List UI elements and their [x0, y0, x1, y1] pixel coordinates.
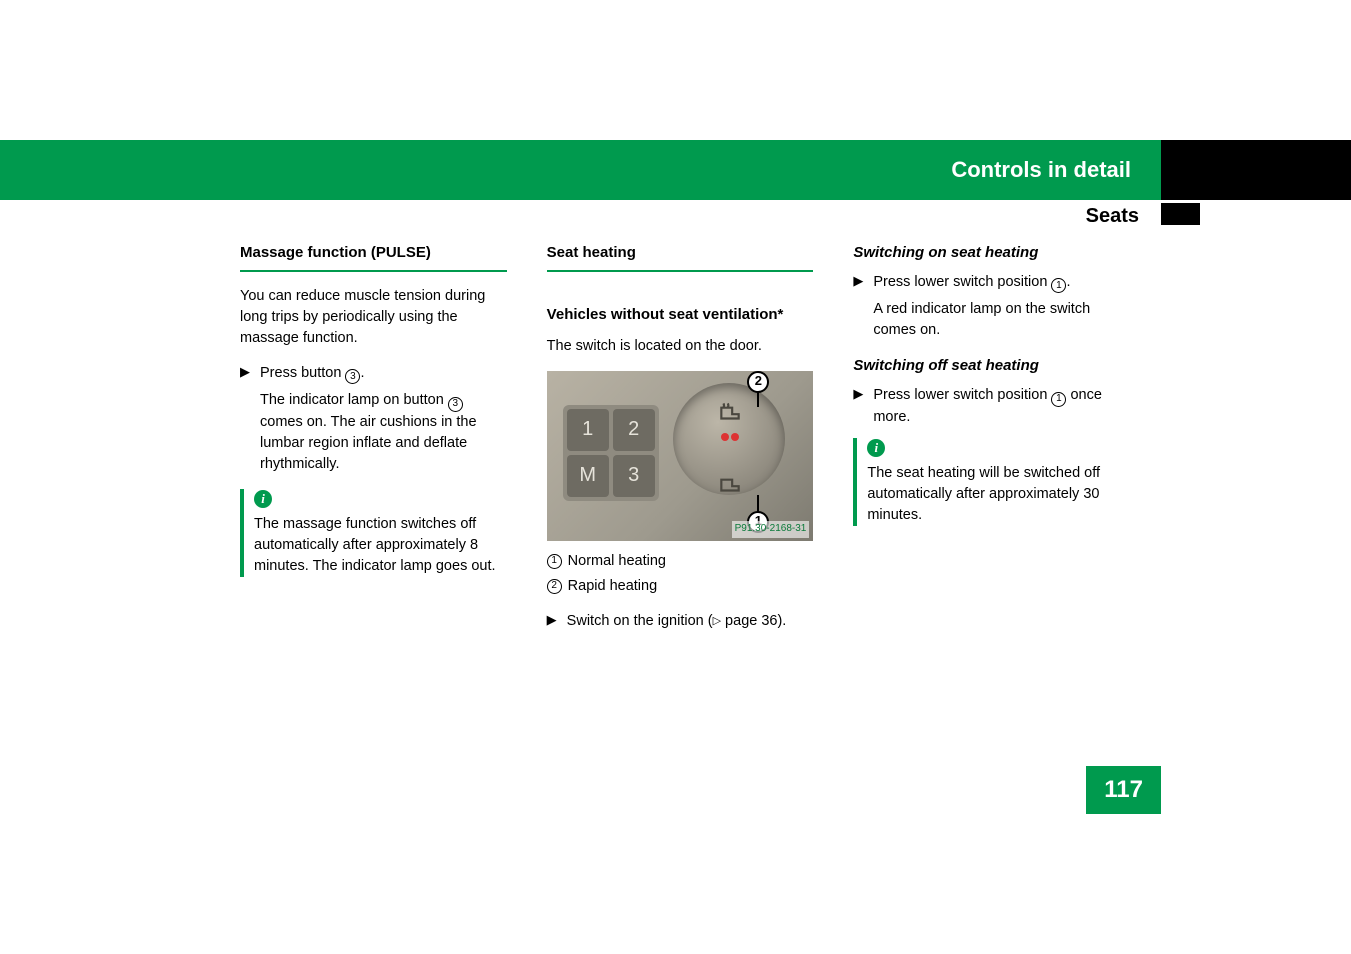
callout-line [757, 495, 759, 513]
memory-btn-2: 2 [613, 409, 655, 451]
col3-info-text: The seat heating will be switched off au… [867, 463, 1120, 526]
figure-callout-2: 2 [747, 371, 769, 393]
header-black-strip [1161, 140, 1351, 200]
chapter-header: Controls in detail [0, 140, 1351, 200]
legend-2-text: Rapid heating [568, 576, 658, 597]
triangle-bullet-icon: ▶ [240, 363, 260, 385]
col2-step-text: Switch on the ignition (▷ page 36). [567, 611, 814, 632]
triangle-bullet-icon: ▶ [853, 385, 873, 428]
circled-1-icon: 1 [1051, 392, 1066, 407]
col1-step-text: Press button 3. [260, 363, 507, 385]
col1-intro: You can reduce muscle tension during lon… [240, 286, 507, 349]
circled-1-icon: 1 [1051, 278, 1066, 293]
memory-btn-m: M [567, 455, 609, 497]
col3-on-step-text: Press lower switch position 1. [873, 272, 1120, 294]
seat-heat-icon-lower [717, 471, 743, 497]
col3-off-step: ▶ Press lower switch position 1 once mor… [853, 385, 1120, 428]
section-black-tab [1161, 203, 1200, 225]
section-subheader-row: Seats [0, 205, 1161, 228]
legend-2: 2 Rapid heating [547, 576, 814, 597]
info-icon: i [254, 490, 272, 508]
text: Press button [260, 365, 345, 381]
col2-title: Seat heating [547, 242, 814, 264]
section-title: Seats [1086, 205, 1149, 228]
col1-title: Massage function (PULSE) [240, 242, 507, 264]
legend-1-text: Normal heating [568, 551, 666, 572]
col1-result: The indicator lamp on button 3 comes on.… [260, 390, 507, 475]
col3-on-result: A red indicator lamp on the switch comes… [873, 299, 1120, 341]
circled-1-icon: 1 [547, 554, 562, 569]
content-columns: Massage function (PULSE) You can reduce … [240, 242, 1120, 638]
triangle-bullet-icon: ▶ [547, 611, 567, 632]
legend-1: 1 Normal heating [547, 551, 814, 572]
column-3: Switching on seat heating ▶ Press lower … [853, 242, 1120, 638]
text: Press lower switch position [873, 387, 1051, 403]
col2-sub1-text: The switch is located on the door. [547, 336, 814, 357]
figure-ref-label: P91.30-2168-31 [732, 521, 810, 538]
divider [240, 270, 507, 272]
triangle-bullet-icon: ▶ [853, 272, 873, 294]
col1-info-note: i The massage function switches off auto… [240, 489, 507, 577]
col3-info-note: i The seat heating will be switched off … [853, 438, 1120, 526]
chapter-title: Controls in detail [0, 140, 1161, 200]
text: . [360, 365, 364, 381]
memory-button-panel: 1 2 M 3 [563, 405, 659, 501]
col3-heading-on: Switching on seat heating [853, 242, 1120, 264]
info-icon: i [867, 439, 885, 457]
page-number: 117 [1086, 766, 1161, 814]
col1-step: ▶ Press button 3. [240, 363, 507, 385]
text: page 36). [721, 613, 786, 629]
text: Press lower switch position [873, 274, 1051, 290]
text: comes on. The air cushions in the lumbar… [260, 414, 477, 472]
col3-off-step-text: Press lower switch position 1 once more. [873, 385, 1120, 428]
circled-2-icon: 2 [547, 579, 562, 594]
memory-btn-1: 1 [567, 409, 609, 451]
circled-3-icon: 3 [448, 397, 463, 412]
xref-triangle-icon: ▷ [713, 615, 721, 627]
col2-step: ▶ Switch on the ignition (▷ page 36). [547, 611, 814, 632]
col1-info-text: The massage function switches off automa… [254, 514, 507, 577]
column-2: Seat heating Vehicles without seat venti… [547, 242, 814, 638]
column-1: Massage function (PULSE) You can reduce … [240, 242, 507, 638]
circled-3-icon: 3 [345, 369, 360, 384]
text: Switch on the ignition ( [567, 613, 713, 629]
col2-sub1: Vehicles without seat ventilation* [547, 304, 814, 326]
spacer [547, 286, 814, 304]
text: . [1066, 274, 1070, 290]
seat-heating-switch-figure: 1 2 M 3 2 1 P91.30-2168-31 [547, 371, 814, 541]
seat-heat-icon-upper [717, 399, 743, 425]
col3-heading-off: Switching off seat heating [853, 355, 1120, 377]
divider [547, 270, 814, 272]
col3-on-step: ▶ Press lower switch position 1. [853, 272, 1120, 294]
memory-btn-3: 3 [613, 455, 655, 497]
text: The indicator lamp on button [260, 392, 448, 408]
